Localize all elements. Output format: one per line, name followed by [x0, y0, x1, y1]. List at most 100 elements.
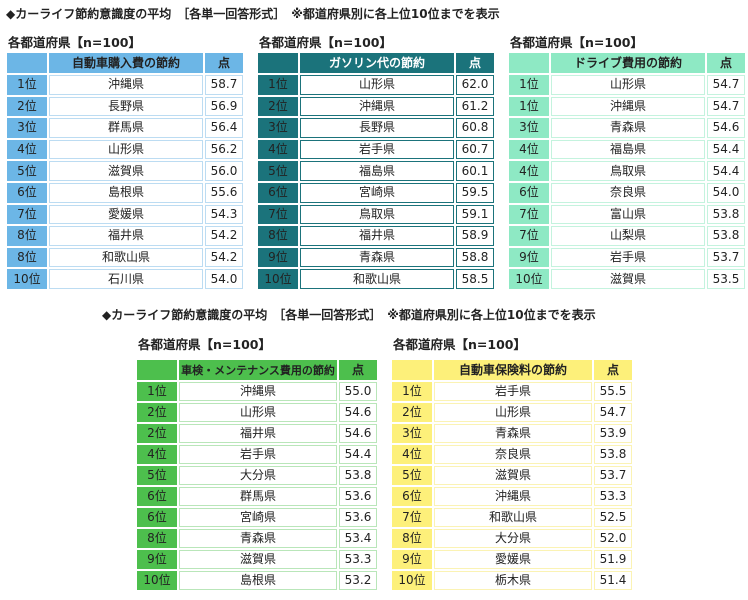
- prefecture-cell: 福井県: [300, 226, 454, 246]
- table-row: 1位 山形県 62.0: [258, 75, 494, 95]
- prefecture-cell: 島根県: [49, 182, 203, 203]
- rank-cell: 2位: [137, 424, 177, 443]
- header-category-cell: 車検・メンテナンス費用の節約: [179, 360, 337, 380]
- header-rank-cell: [258, 53, 298, 73]
- header-rank-cell: [7, 53, 47, 73]
- prefecture-cell: 島根県: [179, 571, 337, 590]
- table-row: 8位 青森県 53.4: [137, 529, 377, 548]
- rank-cell: 2位: [7, 96, 47, 117]
- table-subtitle: 各都道府県【n=100】: [393, 337, 526, 352]
- score-cell: 53.2: [339, 571, 377, 590]
- prefecture-cell: 青森県: [434, 424, 592, 443]
- table-row: 7位 愛媛県 54.3: [7, 204, 243, 225]
- rank-cell: 8位: [392, 529, 432, 548]
- prefecture-cell: 福井県: [49, 226, 203, 246]
- table-row: 9位 青森県 58.8: [258, 247, 494, 268]
- rank-cell: 4位: [392, 445, 432, 464]
- score-cell: 53.3: [339, 550, 377, 569]
- table-row: 4位 山形県 56.2: [7, 139, 243, 160]
- prefecture-cell: 石川県: [49, 269, 203, 289]
- prefecture-cell: 和歌山県: [49, 247, 203, 268]
- rank-cell: 6位: [7, 182, 47, 203]
- prefecture-cell: 山形県: [300, 75, 454, 95]
- prefecture-cell: 沖縄県: [434, 487, 592, 506]
- table-header-row: 自動車保険料の節約点: [392, 360, 632, 380]
- score-cell: 52.5: [594, 508, 632, 527]
- table-row: 2位 福井県 54.6: [137, 424, 377, 443]
- rank-cell: 10位: [258, 269, 298, 289]
- score-cell: 53.3: [594, 487, 632, 506]
- score-cell: 55.0: [339, 382, 377, 401]
- prefecture-cell: 福井県: [179, 424, 337, 443]
- score-cell: 54.7: [707, 96, 745, 117]
- prefecture-cell: 滋賀県: [179, 550, 337, 569]
- table-row: 10位 和歌山県 58.5: [258, 269, 494, 289]
- header-score-cell: 点: [205, 53, 243, 73]
- table-row: 6位 宮崎県 59.5: [258, 182, 494, 203]
- prefecture-cell: 岩手県: [551, 247, 705, 268]
- score-cell: 62.0: [456, 75, 494, 95]
- table-subtitle: 各都道府県【n=100】: [259, 35, 392, 50]
- rank-cell: 2位: [258, 96, 298, 117]
- rank-cell: 6位: [258, 182, 298, 203]
- prefecture-cell: 山形県: [49, 139, 203, 160]
- table-row: 3位 青森県 53.9: [392, 424, 632, 443]
- prefecture-cell: 沖縄県: [300, 96, 454, 117]
- table-row: 1位 沖縄県 54.7: [509, 96, 745, 117]
- rank-cell: 2位: [392, 403, 432, 422]
- score-cell: 54.7: [594, 403, 632, 422]
- prefecture-cell: 岩手県: [300, 139, 454, 160]
- score-cell: 54.4: [339, 445, 377, 464]
- rank-cell: 3位: [392, 424, 432, 443]
- score-cell: 54.2: [205, 226, 243, 246]
- rank-cell: 2位: [137, 403, 177, 422]
- rank-cell: 4位: [509, 161, 549, 181]
- table-row: 6位 奈良県 54.0: [509, 182, 745, 203]
- score-cell: 58.8: [456, 247, 494, 268]
- table-subtitle: 各都道府県【n=100】: [510, 35, 643, 50]
- table-header-row: ドライブ費用の節約点: [509, 53, 745, 73]
- rank-cell: 5位: [258, 161, 298, 181]
- rank-cell: 10位: [137, 571, 177, 590]
- score-cell: 54.6: [339, 424, 377, 443]
- prefecture-cell: 長野県: [49, 96, 203, 117]
- rank-cell: 4位: [509, 139, 549, 160]
- table-row: 3位 青森県 54.6: [509, 118, 745, 138]
- table-row: 5位 大分県 53.8: [137, 466, 377, 485]
- rank-cell: 7位: [7, 204, 47, 225]
- table-header-row: ガソリン代の節約点: [258, 53, 494, 73]
- prefecture-cell: 大分県: [179, 466, 337, 485]
- score-cell: 56.0: [205, 161, 243, 181]
- score-cell: 53.7: [707, 247, 745, 268]
- score-cell: 56.9: [205, 96, 243, 117]
- rank-cell: 8位: [258, 226, 298, 246]
- table-row: 9位 岩手県 53.7: [509, 247, 745, 268]
- prefecture-cell: 和歌山県: [300, 269, 454, 289]
- score-cell: 60.1: [456, 161, 494, 181]
- header-score-cell: 点: [339, 360, 377, 380]
- score-cell: 53.8: [707, 204, 745, 225]
- rank-cell: 3位: [509, 118, 549, 138]
- prefecture-cell: 山形県: [434, 403, 592, 422]
- table-row: 7位 和歌山県 52.5: [392, 508, 632, 527]
- prefecture-cell: 愛媛県: [49, 204, 203, 225]
- ranking-table: 車検・メンテナンス費用の節約点 1位 沖縄県 55.0 2位 山形県 54.6 2位 福井県 54…: [135, 358, 379, 592]
- rank-cell: 10位: [392, 571, 432, 590]
- prefecture-cell: 青森県: [300, 247, 454, 268]
- score-cell: 61.2: [456, 96, 494, 117]
- score-cell: 55.5: [594, 382, 632, 401]
- rank-cell: 8位: [7, 247, 47, 268]
- prefecture-cell: 奈良県: [434, 445, 592, 464]
- table-row: 9位 愛媛県 51.9: [392, 550, 632, 569]
- table-row: 7位 富山県 53.8: [509, 204, 745, 225]
- header-score-cell: 点: [707, 53, 745, 73]
- header-rank-cell: [392, 360, 432, 380]
- rank-cell: 7位: [509, 204, 549, 225]
- rank-cell: 9位: [509, 247, 549, 268]
- table-row: 7位 鳥取県 59.1: [258, 204, 494, 225]
- table-row: 4位 岩手県 60.7: [258, 139, 494, 160]
- rank-cell: 8位: [7, 226, 47, 246]
- table-row: 6位 宮崎県 53.6: [137, 508, 377, 527]
- rank-cell: 10位: [7, 269, 47, 289]
- rank-cell: 9位: [392, 550, 432, 569]
